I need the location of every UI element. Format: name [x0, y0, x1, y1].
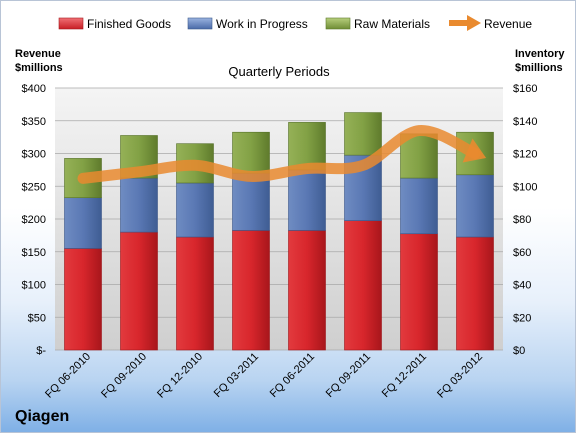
- bar-finished-goods: [65, 248, 102, 350]
- right-axis-ticks: $0 $20 $40 $60 $80 $100 $120 $140 $160: [513, 83, 537, 357]
- bar-work-in-progress: [65, 198, 102, 249]
- legend-item-raw-materials: Raw Materials: [326, 17, 430, 31]
- bar-raw-materials: [233, 132, 270, 173]
- right-tick-label: $100: [513, 181, 537, 193]
- right-tick-label: $140: [513, 116, 537, 128]
- x-tick-label: FQ 03-2012: [435, 351, 485, 401]
- bar-finished-goods: [233, 230, 270, 350]
- left-axis-ticks: $- $50 $100 $150 $200 $250 $300 $350 $400: [22, 83, 47, 357]
- bar-finished-goods: [401, 234, 438, 350]
- legend-label-finished-goods: Finished Goods: [87, 17, 171, 31]
- bar-raw-materials: [345, 113, 382, 156]
- legend-item-finished-goods: Finished Goods: [59, 17, 171, 31]
- right-tick-label: $0: [513, 345, 525, 357]
- x-tick-label: FQ 12-2011: [380, 351, 429, 400]
- left-tick-label: $100: [22, 280, 46, 292]
- bar-finished-goods: [345, 221, 382, 350]
- left-tick-label: $200: [22, 214, 46, 226]
- left-tick-label: $350: [22, 116, 46, 128]
- bar-finished-goods: [121, 232, 158, 350]
- bar-work-in-progress: [121, 178, 158, 232]
- right-axis-title-line2: $millions: [515, 62, 563, 74]
- legend-item-work-in-progress: Work in Progress: [188, 17, 308, 31]
- left-tick-label: $400: [22, 83, 46, 95]
- left-tick-label: $-: [36, 345, 46, 357]
- bar-finished-goods: [177, 237, 214, 350]
- left-tick-label: $150: [22, 247, 46, 259]
- bar-work-in-progress: [289, 170, 326, 231]
- left-tick-label: $50: [28, 312, 46, 324]
- right-tick-label: $120: [513, 149, 537, 161]
- left-axis-title-line1: Revenue: [15, 48, 61, 60]
- legend-item-revenue: Revenue: [449, 15, 532, 31]
- legend-label-raw-materials: Raw Materials: [354, 17, 430, 31]
- legend-arrow-icon: [467, 15, 481, 31]
- bar-finished-goods: [457, 237, 494, 350]
- right-tick-label: $40: [513, 280, 531, 292]
- left-axis-title-line2: $millions: [15, 62, 63, 74]
- right-tick-label: $80: [513, 214, 531, 226]
- right-tick-label: $20: [513, 312, 531, 324]
- bar-work-in-progress: [457, 175, 494, 237]
- chart-title: Quarterly Periods: [228, 64, 330, 79]
- bar-finished-goods: [289, 230, 326, 350]
- x-tick-label: FQ 09-2011: [324, 351, 373, 400]
- right-tick-label: $60: [513, 247, 531, 259]
- x-tick-label: FQ 06-2010: [43, 351, 93, 401]
- x-tick-label: FQ 09-2010: [99, 351, 149, 401]
- x-tick-label: FQ 06-2011: [268, 351, 317, 400]
- company-name: Qiagen: [15, 408, 69, 425]
- right-tick-label: $160: [513, 83, 537, 95]
- bar-work-in-progress: [177, 183, 214, 237]
- left-tick-label: $300: [22, 149, 46, 161]
- x-tick-label: FQ 03-2011: [212, 351, 261, 400]
- legend: Finished Goods Work in Progress Raw Mate…: [59, 15, 532, 31]
- legend-label-revenue: Revenue: [484, 17, 532, 31]
- legend-label-work-in-progress: Work in Progress: [216, 17, 308, 31]
- left-tick-label: $250: [22, 181, 46, 193]
- right-axis-title-line1: Inventory: [515, 48, 565, 60]
- x-tick-label: FQ 12-2010: [155, 351, 205, 401]
- bar-work-in-progress: [401, 178, 438, 234]
